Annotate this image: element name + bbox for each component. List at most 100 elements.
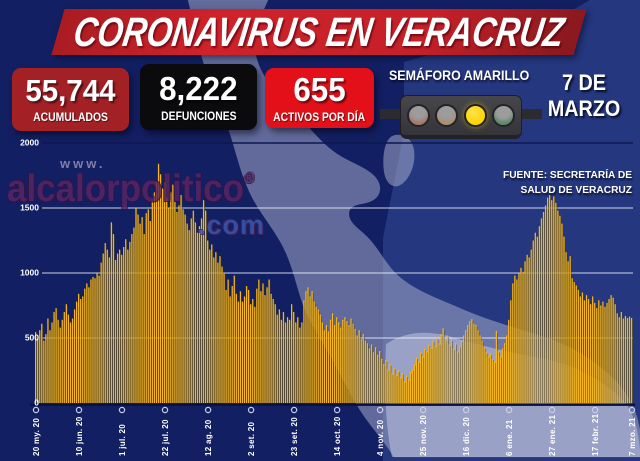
- bar: [575, 285, 577, 404]
- x-tick-label: 14 oct. 20: [333, 416, 342, 456]
- x-tick-label: 4 nov. 20: [376, 419, 385, 456]
- bar-shadow: [337, 318, 339, 403]
- bar-shadow: [416, 359, 419, 403]
- bar-shadow: [500, 357, 502, 403]
- bar: [321, 322, 323, 403]
- bar: [618, 317, 620, 403]
- bar: [71, 318, 74, 403]
- bar-shadow: [302, 323, 304, 403]
- bar: [317, 309, 319, 403]
- bar-shadow: [222, 268, 224, 403]
- bar: [536, 236, 538, 403]
- bar-shadow: [296, 323, 298, 403]
- bar-shadow: [169, 209, 171, 403]
- bar: [583, 300, 586, 403]
- x-tick-label: 6 ene. 21: [505, 419, 514, 456]
- bar-shadow: [476, 326, 478, 403]
- bar-shadow: [595, 304, 597, 403]
- bar-shadow: [52, 323, 54, 403]
- bar-shadow: [85, 290, 87, 403]
- bar: [614, 304, 616, 403]
- bar-shadow: [367, 344, 369, 403]
- bar: [198, 226, 201, 403]
- bar-shadow: [566, 253, 568, 403]
- bar-shadow: [357, 336, 359, 403]
- bar-shadow: [60, 329, 62, 403]
- bar: [391, 373, 393, 403]
- bar-shadow: [121, 256, 124, 403]
- bar: [366, 343, 369, 403]
- bar: [43, 340, 45, 403]
- bar-shadow: [263, 284, 265, 403]
- bar: [409, 371, 412, 403]
- bar: [602, 301, 604, 403]
- bar-shadow: [46, 335, 48, 403]
- bar-shadow: [248, 291, 251, 403]
- bar: [530, 249, 532, 403]
- bar-shadow: [386, 361, 388, 403]
- bar: [471, 319, 473, 403]
- bar-shadow: [506, 336, 509, 403]
- bar-shadow: [281, 321, 283, 403]
- bar-shadow: [259, 281, 261, 403]
- bar: [133, 227, 135, 403]
- bar-shadow: [523, 273, 525, 403]
- bar-shadow: [132, 235, 134, 403]
- bar: [411, 369, 414, 403]
- bar: [528, 257, 530, 403]
- bar-shadow: [189, 231, 191, 403]
- bar: [481, 340, 483, 403]
- bar: [118, 249, 121, 403]
- bar: [518, 273, 520, 403]
- x-tick-marker: [505, 406, 513, 414]
- bar-shadow: [453, 349, 455, 403]
- x-tick-marker: [591, 406, 599, 414]
- bar-shadow: [207, 242, 210, 403]
- bar-shadow: [306, 292, 308, 403]
- bar-shadow: [373, 353, 376, 403]
- bar-shadow: [230, 297, 232, 403]
- bar-shadow: [48, 320, 50, 403]
- bar: [159, 174, 162, 403]
- bar: [348, 325, 350, 403]
- stat-box-acumulados: 55,744 ACUMULADOS: [12, 68, 129, 131]
- bar-shadow: [345, 318, 347, 403]
- bar-shadow: [261, 292, 263, 403]
- bar-shadow: [240, 292, 242, 403]
- bar: [110, 222, 113, 403]
- x-tick-marker: [548, 406, 556, 414]
- bar-shadow: [480, 336, 482, 403]
- bar-shadow: [390, 365, 392, 403]
- bar-shadow: [214, 258, 216, 403]
- bar: [270, 293, 272, 403]
- bar-shadow: [66, 305, 68, 403]
- traffic-light-right-arm: [520, 109, 542, 119]
- bar: [456, 351, 459, 403]
- bar: [571, 278, 573, 403]
- bar: [153, 192, 156, 403]
- bar-shadow: [228, 281, 230, 403]
- bar: [592, 296, 594, 403]
- title-banner: CORONAVIRUS EN VERACRUZ: [51, 9, 587, 55]
- bar: [342, 319, 344, 403]
- bar-shadow: [148, 210, 150, 403]
- bar-shadow: [447, 336, 449, 403]
- x-tick-marker: [419, 406, 427, 414]
- bar: [86, 283, 88, 403]
- bar-shadow: [238, 303, 240, 403]
- bar: [219, 256, 221, 403]
- bar-shadow: [318, 310, 320, 403]
- bar-shadow: [175, 203, 177, 403]
- x-axis-baseline: [30, 403, 635, 406]
- bar-shadow: [146, 214, 148, 403]
- bar-shadow: [210, 251, 212, 403]
- bar-shadow: [525, 262, 527, 403]
- bar-shadow: [173, 186, 175, 403]
- bar-shadow: [138, 216, 140, 403]
- bar-shadow: [35, 333, 38, 403]
- bar-shadow: [316, 308, 318, 403]
- bar-shadow: [474, 325, 476, 403]
- bar-shadow: [470, 322, 472, 403]
- bar-shadow: [265, 296, 267, 403]
- bar-shadow: [560, 217, 562, 403]
